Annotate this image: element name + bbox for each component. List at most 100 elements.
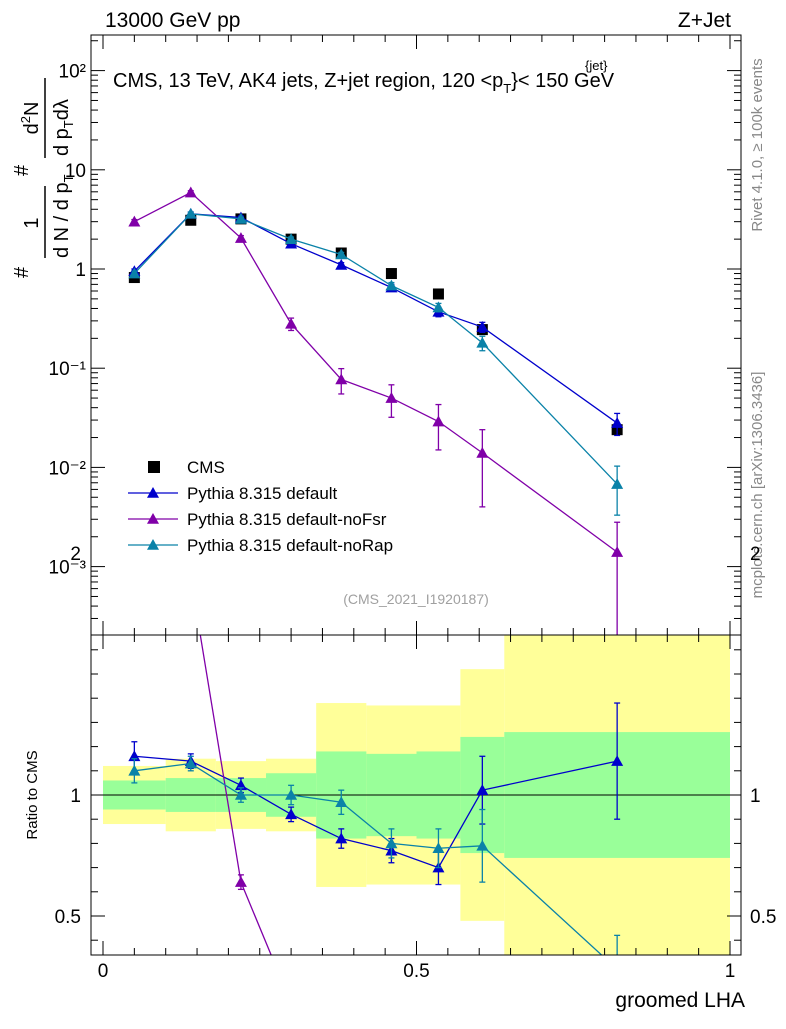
data-point	[234, 212, 247, 224]
series-line	[133, 213, 618, 485]
legend-marker	[148, 461, 160, 473]
legend-label: Pythia 8.315 default	[187, 484, 338, 503]
ylabel-frac1-den: d N / d pT	[51, 174, 76, 258]
data-point	[611, 417, 624, 428]
legend-label: CMS	[187, 458, 225, 477]
y-tick-label: 1	[75, 260, 86, 281]
data-point	[335, 248, 348, 260]
data-point	[432, 288, 444, 300]
ratio-ylabel: Ratio to CMS	[24, 750, 41, 839]
data-point	[385, 268, 397, 280]
data-point	[476, 336, 489, 348]
legend-label: Pythia 8.315 default-noFsr	[187, 510, 387, 529]
ratio-y-tick-label: 2	[70, 544, 81, 565]
rivet-label: Rivet 4.1.0, ≥ 100k events	[749, 58, 766, 231]
y-tick-label: 10⁻¹	[49, 359, 87, 380]
legend-marker	[147, 513, 159, 524]
series-pythia-8-315-default	[128, 207, 624, 437]
ylabel-hash2: #	[11, 164, 33, 176]
x-tick-label: 1	[725, 961, 736, 982]
data-point	[128, 267, 141, 279]
ratio-y-tick-label-right: 1	[750, 786, 761, 807]
ratio-y-tick-label: 0.5	[55, 907, 81, 928]
data-point	[432, 301, 445, 313]
data-point	[611, 546, 624, 557]
title-sub: T	[503, 81, 511, 96]
ratio-point	[128, 145, 140, 156]
ratio-line	[199, 635, 272, 955]
data-point	[432, 415, 445, 427]
ratio-point	[335, 796, 348, 808]
legend-item: CMS	[148, 458, 225, 477]
ratio-y-tick-label: 1	[70, 786, 81, 807]
legend-marker	[147, 539, 159, 550]
data-point	[476, 321, 489, 332]
ylabel-frac2-num: d2N	[18, 102, 43, 135]
ratio-point	[285, 789, 298, 800]
data-point	[385, 279, 398, 291]
data-point	[128, 215, 141, 227]
ratio-point	[234, 876, 247, 887]
data-point	[285, 317, 298, 329]
title-sup: {jet}	[585, 58, 608, 73]
ylabel-hash1: #	[11, 266, 33, 278]
x-tick-label: 0.5	[403, 961, 429, 982]
ratio-point	[184, 757, 197, 769]
legend-item: Pythia 8.315 default-noRap	[128, 536, 393, 555]
legend-item: Pythia 8.315 default-noFsr	[128, 510, 387, 529]
ratio-series-pythia-8-315-default-nofsr	[128, 145, 347, 1024]
ratio-point	[185, 571, 197, 582]
data-point	[335, 373, 348, 385]
main-series-group	[128, 186, 624, 635]
ratio-panel: 0.5 0.5 1 1 2 2 0 0.5 1	[55, 145, 777, 1024]
header-left: 13000 GeV pp	[105, 9, 240, 32]
x-tick-label: 0	[98, 961, 109, 982]
ratio-y-tick-label-right: 0.5	[750, 907, 776, 928]
ratio-point	[234, 789, 247, 800]
main-ylabel: # 1 d N / d pT # d2N d pTdλ	[11, 78, 76, 278]
ratio-point	[611, 755, 624, 766]
ratio-point	[285, 997, 297, 1008]
y-tick-label: 10²	[59, 62, 86, 83]
ratio-xlabel: groomed LHA	[615, 989, 745, 1012]
data-point	[476, 446, 489, 458]
legend: CMS Pythia 8.315 default Pythia 8.315 defa…	[128, 458, 393, 555]
data-point	[335, 258, 348, 270]
data-point	[611, 478, 624, 489]
series-pythia-8-315-default-norap	[128, 207, 624, 516]
legend-item: Pythia 8.315 default	[128, 484, 338, 503]
ratio-point	[611, 963, 623, 974]
ratio-point	[476, 784, 489, 795]
legend-marker	[147, 487, 159, 498]
ratio-point	[335, 832, 348, 844]
series-pythia-8-315-default-nofsr	[128, 186, 624, 635]
data-point	[185, 214, 197, 226]
y-tick-label: 10⁻³	[49, 558, 87, 579]
ratio-y-tick-label-right: 2	[750, 544, 761, 565]
main-title: CMS, 13 TeV, AK4 jets, Z+jet region, 120…	[113, 70, 615, 96]
ylabel-frac1-num: 1	[21, 217, 43, 228]
header-right: Z+Jet	[678, 9, 731, 32]
ratio-point	[335, 1018, 347, 1024]
data-point	[385, 392, 398, 403]
series-cms	[128, 213, 623, 436]
data-point	[234, 232, 247, 243]
ratio-series-pythia-8-315-default-norap	[128, 755, 623, 974]
y-tick-label: 10	[65, 161, 86, 182]
ratio-point	[128, 764, 141, 776]
legend-label: Pythia 8.315 default-noRap	[187, 536, 393, 555]
ratio-point	[432, 842, 445, 854]
title-main: CMS, 13 TeV, AK4 jets, Z+jet region, 120…	[113, 70, 503, 92]
data-point	[285, 233, 298, 244]
y-tick-label: 10⁻²	[49, 458, 87, 479]
ratio-point	[385, 837, 398, 849]
ratio-content	[91, 145, 741, 1024]
data-point	[184, 207, 197, 219]
title-end: }< 150 GeV	[511, 70, 615, 92]
mcplots-label: mcplots.cern.ch [arXiv:1306.3436]	[749, 372, 766, 599]
ratio-plot-frame	[90, 634, 742, 956]
data-point	[184, 186, 197, 198]
analysis-watermark: (CMS_2021_I1920187)	[343, 591, 489, 607]
ylabel-frac2-den: d pTdλ	[51, 99, 76, 156]
